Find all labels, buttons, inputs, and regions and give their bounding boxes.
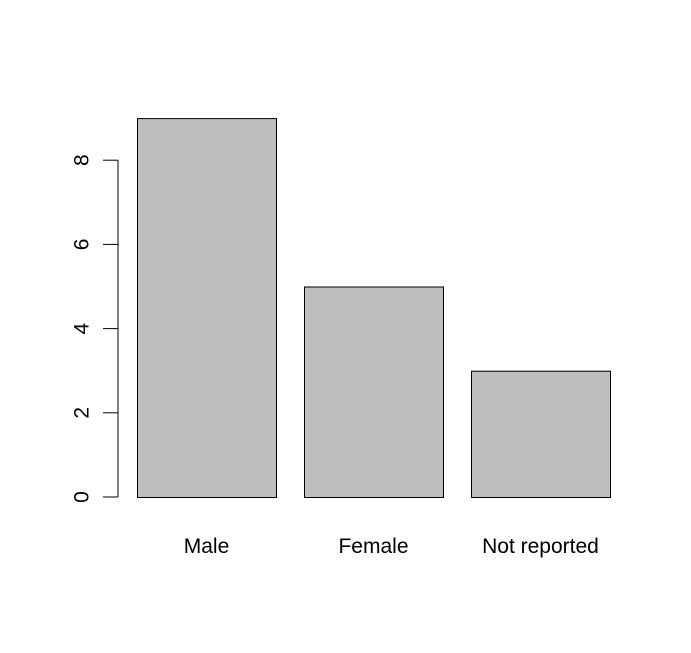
bar-male [137, 118, 277, 498]
bars-group [137, 118, 611, 499]
y-tick-label: 4 [71, 322, 94, 334]
y-axis: 0 2 4 6 8 [71, 154, 119, 503]
y-tick-label: 8 [71, 154, 94, 166]
x-category-label: Female [338, 535, 408, 558]
y-tick-label: 0 [71, 491, 94, 503]
y-tick-label: 2 [71, 407, 94, 419]
x-axis-labels: Male Female Not reported [184, 535, 599, 558]
bar-female [304, 286, 444, 498]
y-tick-label: 6 [71, 239, 94, 251]
bar-not-reported [471, 370, 611, 499]
x-category-label: Not reported [482, 535, 599, 558]
x-category-label: Male [184, 535, 230, 558]
